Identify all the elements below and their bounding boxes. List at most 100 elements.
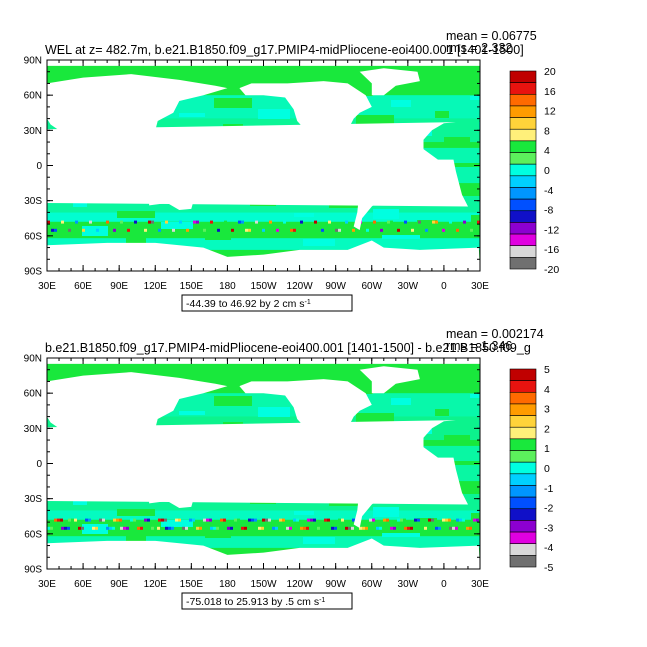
eddy-speck [331,526,334,530]
eddy-speck [50,526,53,530]
eddy-speck [89,220,92,224]
lon-label: 60W [361,281,382,292]
eddy-speck [241,526,244,530]
eddy-speck [151,526,154,530]
eddy-speck [244,526,247,530]
lon-label: 30E [471,281,489,292]
field-patch [82,226,108,236]
field-patch [391,398,411,405]
field-patch [126,237,146,247]
eddy-speck [466,526,469,530]
eddy-speck [369,518,372,522]
lat-label: 30N [24,424,42,435]
field-patch [435,111,449,118]
eddy-speck [220,518,223,522]
colorbar-box [509,391,537,405]
field-patch [179,113,205,117]
eddy-speck [272,526,275,530]
eddy-speck [290,228,293,232]
land-africa-west [47,122,468,207]
lat-label: 30S [24,196,42,207]
colorbar-label: -1 [544,483,553,495]
field-patch [47,378,61,382]
eddy-speck [113,228,116,232]
lon-label: 0 [441,281,447,292]
field-patch [338,522,352,526]
eddy-speck [328,220,331,224]
lon-label: 30W [398,281,419,292]
eddy-speck [258,526,261,530]
eddy-speck [261,526,264,530]
field-patch [205,531,231,538]
eddy-speck [455,526,458,530]
eddy-speck [262,518,265,522]
colorbar-label: -8 [544,205,553,217]
field-patch [471,215,480,225]
eddy-speck [435,526,438,530]
eddy-speck [88,518,91,522]
field-patch [338,224,352,228]
eddy-speck [71,518,74,522]
field-patch [471,513,480,523]
eddy-speck [241,220,244,224]
eddy-speck [306,526,309,530]
field-patch [417,518,437,528]
colorbar-box [509,163,537,177]
eddy-speck [147,518,150,522]
field-band [47,212,480,222]
eddy-speck [390,220,393,224]
eddy-speck [199,526,202,530]
eddy-speck [224,220,227,224]
lon-label: 180 [219,579,236,590]
eddy-speck [300,526,303,530]
land-east-africa [47,129,73,205]
eddy-speck [186,228,189,232]
eddy-speck [126,526,129,530]
eddy-speck [61,526,64,530]
lon-label: 150E [180,281,204,292]
eddy-speck [109,526,112,530]
colorbar-label: 12 [544,106,556,118]
eddy-speck [359,526,362,530]
eddy-speck [265,518,268,522]
eddy-speck [213,526,216,530]
eddy-speck [231,228,234,232]
eddy-speck [452,526,455,530]
field-patch [205,233,231,240]
eddy-speck [116,518,119,522]
eddy-speck [334,526,337,530]
eddy-speck [217,228,220,232]
eddy-speck [386,518,389,522]
eddy-speck [477,220,480,224]
field-patch [161,222,193,229]
land-north-america [239,379,372,455]
colorbar-box [509,473,537,486]
colorbar-box [509,152,537,165]
eddy-speck [425,228,428,232]
eddy-speck [227,526,230,530]
eddy-speck [151,220,154,224]
colorbar-label: 16 [544,86,556,98]
field-patch [73,200,87,207]
eddy-speck [435,220,438,224]
contour-range-label: -44.39 to 46.92 by 2 cm s-1 [186,298,311,310]
eddy-speck [449,526,452,530]
lon-label: 30E [38,281,56,292]
contour-range-box: -44.39 to 46.92 by 2 cm s-1 [181,294,353,312]
field-patch [435,409,449,416]
eddy-speck [148,220,151,224]
eddy-speck [300,220,303,224]
lat-label: 0 [36,459,42,470]
field-patch [470,96,480,100]
colorbar-label: -16 [544,244,559,256]
eddy-speck [182,526,185,530]
colorbar-box [509,210,537,223]
eddy-speck [85,518,88,522]
colorbar-label: 2 [544,423,550,435]
colorbar-box [509,128,537,142]
eddy-speck [276,228,279,232]
eddy-speck [372,518,375,522]
colorbar-label: 3 [544,404,550,416]
field-patch [373,507,399,517]
